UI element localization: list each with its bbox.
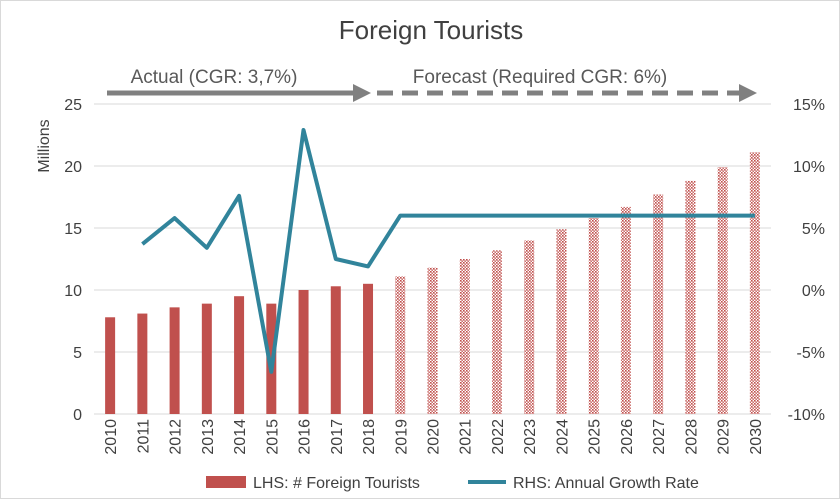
x-tick-label: 2017	[329, 419, 346, 455]
actual-label: Actual (CGR: 3,7%)	[131, 67, 298, 88]
actual-bar	[105, 317, 116, 414]
actual-bar	[201, 303, 212, 414]
forecast-bar	[685, 180, 696, 414]
actual-bar	[298, 290, 309, 414]
forecast-bar	[556, 229, 567, 414]
forecast-bar	[459, 259, 470, 414]
forecast-bar	[491, 250, 502, 414]
x-tick-label: 2015	[264, 419, 281, 455]
growth-rate-line	[141, 128, 755, 374]
legend-swatch-bars	[206, 476, 246, 488]
x-tick-label: 2027	[651, 419, 668, 455]
forecast-arrow-head	[739, 84, 757, 102]
forecast-bar	[588, 218, 599, 414]
forecast-bar	[717, 167, 728, 414]
x-tick-label: 2010	[103, 419, 120, 455]
x-tick-label: 2029	[716, 419, 733, 455]
left-tick-label: 15	[64, 221, 82, 238]
x-tick-label: 2028	[683, 419, 700, 455]
line-series	[141, 128, 755, 374]
y-axis-title: Millions	[36, 119, 53, 172]
forecast-bar	[620, 206, 631, 414]
chart-title: Foreign Tourists	[339, 15, 524, 45]
x-tick-label: 2026	[619, 419, 636, 455]
right-tick-label: -10%	[788, 407, 825, 424]
left-tick-label: 0	[73, 407, 82, 424]
x-tick-label: 2030	[748, 419, 765, 455]
bar-series	[105, 152, 760, 415]
x-tick-label: 2019	[393, 419, 410, 455]
x-tick-label: 2022	[490, 419, 507, 455]
x-tick-label: 2020	[426, 419, 443, 455]
actual-bar	[234, 296, 245, 414]
x-tick-label: 2021	[458, 419, 475, 455]
actual-bar	[169, 307, 180, 414]
right-tick-label: 0%	[802, 283, 825, 300]
actual-bar	[137, 313, 148, 414]
forecast-bar	[653, 194, 664, 414]
x-tick-label: 2014	[232, 419, 249, 455]
right-tick-label: 15%	[793, 97, 825, 114]
forecast-bar	[395, 276, 406, 414]
right-tick-label: 10%	[793, 159, 825, 176]
x-tick-label: 2016	[297, 419, 314, 455]
forecast-bar	[427, 267, 438, 414]
legend-label-line: RHS: Annual Growth Rate	[513, 475, 699, 492]
x-tick-label: 2018	[361, 419, 378, 455]
left-tick-label: 10	[64, 283, 82, 300]
left-tick-label: 25	[64, 97, 82, 114]
x-tick-label: 2012	[168, 419, 185, 455]
actual-arrow-head	[353, 84, 371, 102]
left-tick-label: 5	[73, 345, 82, 362]
forecast-bar	[524, 240, 535, 414]
legend-label-bars: LHS: # Foreign Tourists	[253, 475, 420, 492]
left-tick-label: 20	[64, 159, 82, 176]
legend: LHS: # Foreign Tourists RHS: Annual Growt…	[206, 475, 699, 492]
x-tick-label: 2023	[522, 419, 539, 455]
forecast-label: Forecast (Required CGR: 6%)	[413, 67, 667, 88]
x-tick-label: 2011	[135, 419, 152, 454]
x-tick-label: 2025	[587, 419, 604, 455]
actual-bar	[363, 283, 374, 414]
x-tick-label: 2024	[554, 419, 571, 455]
actual-bar	[330, 286, 341, 414]
period-annotations: Actual (CGR: 3,7%) Forecast (Required CGR…	[107, 67, 757, 102]
right-tick-label: 5%	[802, 221, 825, 238]
forecast-bar	[749, 152, 760, 415]
x-tick-label: 2013	[200, 419, 217, 455]
right-tick-label: -5%	[797, 345, 825, 362]
